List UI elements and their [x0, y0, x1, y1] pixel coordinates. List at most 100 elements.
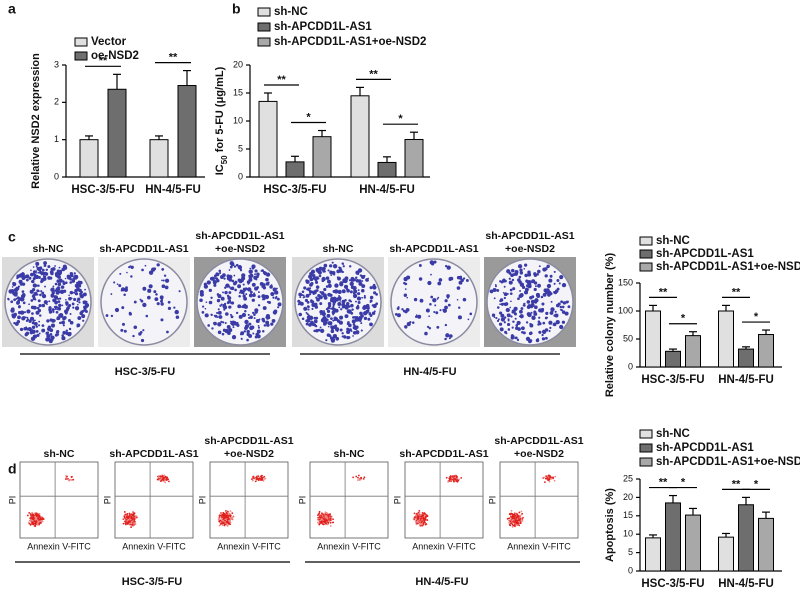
colony: [519, 282, 525, 287]
colony: [15, 297, 18, 300]
colony: [538, 309, 541, 312]
colony: [323, 287, 327, 292]
error-bar: [291, 155, 299, 162]
colony: [57, 300, 61, 303]
colony: [548, 320, 553, 325]
colony: [204, 307, 207, 310]
event: [326, 517, 329, 520]
colony: [68, 319, 71, 322]
event: [29, 513, 32, 515]
colony: [403, 293, 408, 297]
colony: [50, 293, 55, 298]
colony: [217, 308, 220, 311]
event: [416, 516, 419, 518]
colony: [465, 279, 469, 282]
colony: [359, 311, 363, 316]
colony: [163, 274, 167, 277]
colony: [396, 307, 400, 310]
event: [415, 514, 417, 517]
flow-plot: [114, 461, 194, 539]
event: [419, 514, 422, 517]
event: [124, 522, 127, 525]
y-tick-label: 1: [54, 134, 59, 144]
colony: [32, 287, 36, 292]
colony: [154, 297, 159, 302]
colony: [73, 272, 76, 275]
condition-label: sh-NC: [323, 243, 354, 255]
colony: [352, 323, 356, 326]
colony: [266, 323, 270, 327]
bar: [718, 536, 734, 572]
legend-label: sh-APCDD1L-AS1+oe-NSD2: [656, 456, 800, 468]
colony: [240, 331, 245, 336]
colony: [161, 284, 166, 289]
event: [34, 525, 37, 528]
colony: [331, 261, 334, 264]
colony: [338, 320, 343, 325]
colony: [201, 311, 205, 314]
flow-plot: [499, 461, 579, 539]
colony: [537, 323, 540, 326]
event: [130, 516, 133, 519]
colony: [534, 285, 537, 288]
colony: [246, 329, 250, 334]
legend-swatch: [74, 37, 88, 47]
colony: [317, 293, 321, 298]
colony: [32, 266, 35, 268]
colony: [467, 318, 470, 321]
event: [357, 479, 359, 482]
colony: [456, 286, 461, 290]
colony: [363, 311, 368, 316]
flow-y-label: PI: [102, 496, 112, 505]
colony: [430, 295, 434, 299]
colony: [430, 273, 432, 276]
colony: [74, 292, 79, 296]
colony: [359, 274, 363, 277]
colony: [363, 316, 368, 321]
colony: [548, 329, 551, 333]
colony: [342, 278, 347, 283]
flow-plot: [19, 461, 99, 539]
colony: [46, 319, 50, 323]
colony: [336, 269, 341, 274]
colony: [553, 282, 556, 285]
event: [447, 480, 450, 483]
event: [264, 477, 267, 480]
colony: [519, 290, 522, 292]
colony: [77, 303, 79, 306]
error-bar: [742, 496, 750, 505]
colony: [344, 299, 347, 302]
legend-swatch: [639, 236, 653, 246]
colony: [311, 302, 316, 307]
colony: [314, 305, 319, 309]
colony: [447, 303, 451, 307]
event: [513, 517, 516, 520]
bar: [404, 138, 424, 178]
colony: [564, 311, 569, 316]
colony: [21, 277, 25, 281]
colony: [69, 320, 74, 325]
colony: [31, 294, 35, 298]
colony: [323, 310, 326, 313]
x-tick-label: HSC-3/5-FU: [641, 578, 704, 590]
colony: [348, 305, 351, 308]
event: [511, 523, 514, 526]
colony: [313, 290, 317, 295]
event: [218, 514, 221, 517]
colony: [529, 304, 534, 309]
colony: [252, 293, 256, 298]
colony: [48, 339, 53, 344]
flow-x-label: Annexin V-FITC: [122, 541, 186, 551]
event: [28, 512, 31, 514]
error-bar: [669, 348, 677, 352]
colony: [263, 324, 267, 327]
event: [261, 474, 263, 477]
colony: [58, 269, 63, 274]
legend-label: sh-APCDD1L-AS1: [656, 442, 754, 454]
colony: [208, 288, 213, 293]
colony: [148, 270, 154, 275]
significance-label: *: [754, 311, 759, 323]
legend-label: sh-APCDD1L-AS1: [274, 21, 372, 33]
event: [30, 519, 32, 522]
event: [132, 510, 134, 513]
